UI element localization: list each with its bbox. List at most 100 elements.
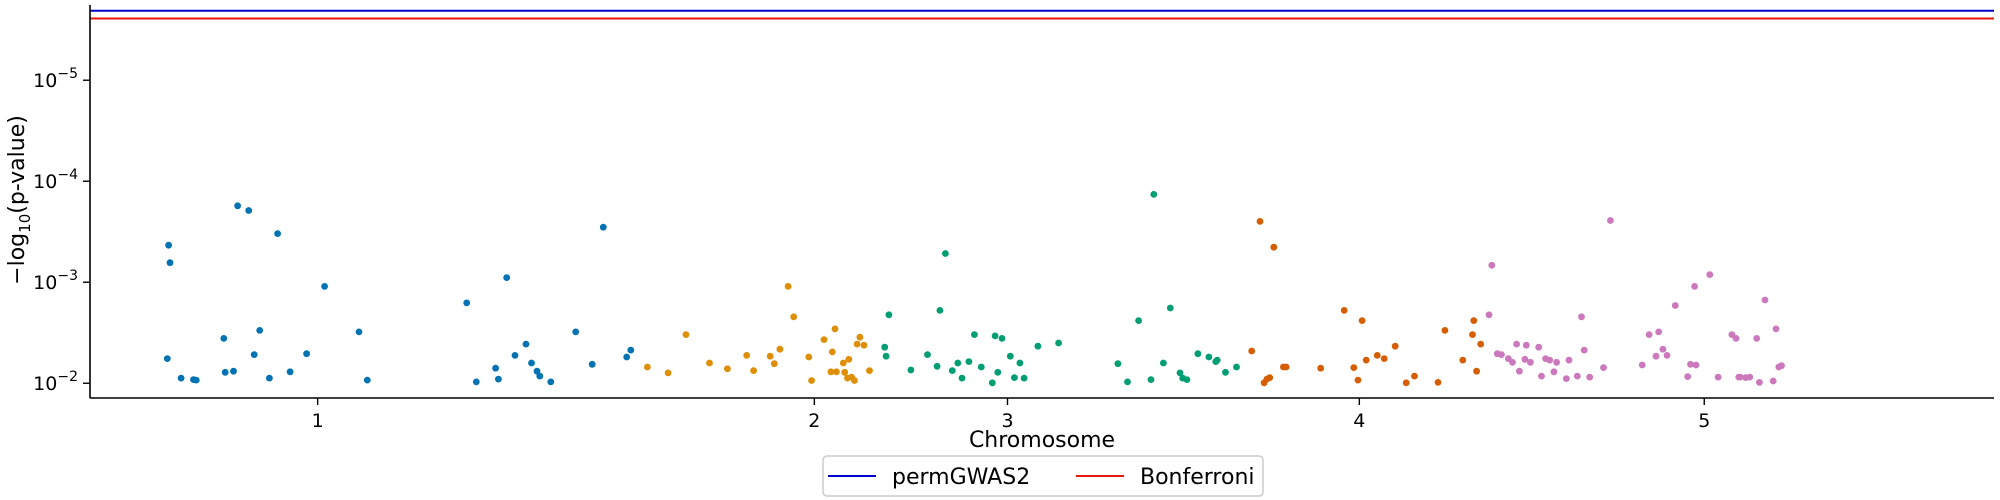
data-point-chr3 — [1166, 304, 1174, 312]
x-axis-label: Chromosome — [969, 428, 1115, 453]
data-point-chr3 — [882, 352, 890, 360]
data-point-chr5 — [1600, 364, 1607, 371]
data-point-chr5 — [1513, 340, 1520, 348]
data-point-chr3 — [948, 367, 956, 374]
data-point-chr3 — [1124, 378, 1131, 386]
data-point-chr1 — [250, 351, 258, 358]
data-point-chr3 — [977, 363, 985, 371]
x-tick-label: 1 — [312, 410, 324, 432]
data-point-chr2 — [770, 360, 778, 368]
data-point-chr5 — [1778, 362, 1785, 370]
data-point-chr3 — [965, 358, 973, 365]
x-tick-label: 2 — [808, 410, 820, 432]
data-point-chr1 — [623, 353, 631, 361]
y-axis-label: −log10(p-value) — [5, 115, 34, 285]
data-point-chr3 — [1213, 356, 1221, 364]
data-point-chr1 — [363, 376, 371, 384]
data-point-chr5 — [1578, 313, 1585, 321]
data-point-chr3 — [1006, 352, 1014, 360]
data-point-chr5 — [1522, 341, 1530, 349]
data-point-chr4 — [1411, 372, 1418, 380]
data-point-chr5 — [1732, 335, 1740, 342]
data-point-chr3 — [1183, 376, 1191, 383]
data-point-chr2 — [851, 377, 858, 384]
data-point-chr5 — [1659, 345, 1667, 353]
data-point-chr4 — [1441, 327, 1449, 334]
data-point-chr2 — [860, 341, 868, 349]
data-point-chr2 — [831, 325, 839, 333]
data-point-chr5 — [1550, 368, 1558, 376]
data-point-chr4 — [1270, 243, 1278, 251]
data-point-chr3 — [1020, 374, 1028, 382]
data-point-chr1 — [463, 299, 471, 307]
axis-ticks: 1 2 3 4 5 10−2 10−3 10−4 10−5 — [33, 66, 1710, 432]
data-point-chr4 — [1391, 342, 1399, 350]
data-point-chr1 — [536, 372, 544, 380]
data-point-chr4 — [1362, 356, 1370, 364]
data-point-chr1 — [286, 368, 294, 376]
data-point-chr2 — [776, 345, 784, 353]
data-point-chr4 — [1473, 367, 1480, 375]
data-point-chr3 — [994, 368, 1002, 376]
data-point-chr4 — [1317, 364, 1325, 372]
data-point-chr2 — [750, 367, 757, 374]
data-point-chr5 — [1580, 346, 1588, 354]
data-point-chr2 — [841, 368, 849, 376]
data-point-chr4 — [1256, 218, 1264, 225]
y-tick-label: 10−4 — [33, 167, 78, 193]
data-point-chr1 — [220, 335, 228, 342]
data-point-chr2 — [682, 331, 690, 338]
data-point-chr5 — [1663, 352, 1671, 359]
data-point-chr1 — [230, 367, 237, 375]
data-point-chr1 — [588, 360, 596, 368]
data-point-chr1 — [321, 283, 328, 290]
data-point-chr2 — [827, 368, 835, 376]
data-point-chr3 — [1150, 191, 1158, 198]
data-point-chr1 — [166, 259, 174, 267]
data-point-chr5 — [1562, 375, 1570, 382]
data-point-chr3 — [991, 332, 999, 340]
data-point-chr2 — [805, 353, 813, 361]
data-point-chr5 — [1535, 343, 1543, 351]
data-point-chr3 — [1135, 317, 1142, 324]
data-point-chr5 — [1761, 296, 1769, 304]
data-point-chr1 — [256, 327, 264, 334]
data-point-chr1 — [492, 364, 499, 372]
data-point-chr3 — [1233, 363, 1240, 371]
x-tick-label: 4 — [1353, 410, 1365, 432]
y-tick-label: 10−5 — [33, 66, 78, 92]
data-point-chr5 — [1756, 379, 1763, 386]
data-point-chr1 — [245, 207, 253, 214]
y-tick-label: 10−2 — [33, 369, 78, 395]
data-point-chr1 — [547, 378, 555, 386]
data-point-chr4 — [1350, 364, 1358, 371]
data-point-chr2 — [706, 359, 713, 367]
data-point-chr1 — [165, 241, 173, 249]
data-point-chr5 — [1516, 367, 1523, 375]
data-point-chr1 — [221, 368, 229, 376]
data-point-chr1 — [572, 328, 580, 336]
data-point-chr2 — [828, 348, 836, 356]
data-point-chr1 — [192, 376, 200, 384]
data-point-chr5 — [1684, 373, 1692, 380]
data-point-chr5 — [1772, 325, 1780, 333]
data-point-chr2 — [743, 352, 751, 359]
data-point-chr3 — [885, 311, 893, 319]
data-point-chr1 — [234, 202, 242, 210]
data-point-chr1 — [177, 374, 185, 382]
data-point-chr2 — [866, 367, 873, 374]
data-point-chr4 — [1358, 317, 1366, 324]
legend: permGWAS2 Bonferroni — [822, 455, 1264, 497]
data-point-chr4 — [1340, 307, 1348, 314]
data-point-chr1 — [274, 230, 281, 238]
data-point-chr3 — [907, 366, 915, 374]
data-point-chr2 — [833, 368, 840, 376]
data-point-chr3 — [958, 374, 966, 382]
data-point-chr1 — [599, 223, 607, 231]
data-point-chr2 — [845, 355, 853, 363]
data-point-chr5 — [1706, 271, 1714, 278]
data-point-chr3 — [998, 335, 1006, 342]
data-point-chr3 — [1147, 376, 1155, 383]
data-point-chr5 — [1692, 361, 1700, 369]
